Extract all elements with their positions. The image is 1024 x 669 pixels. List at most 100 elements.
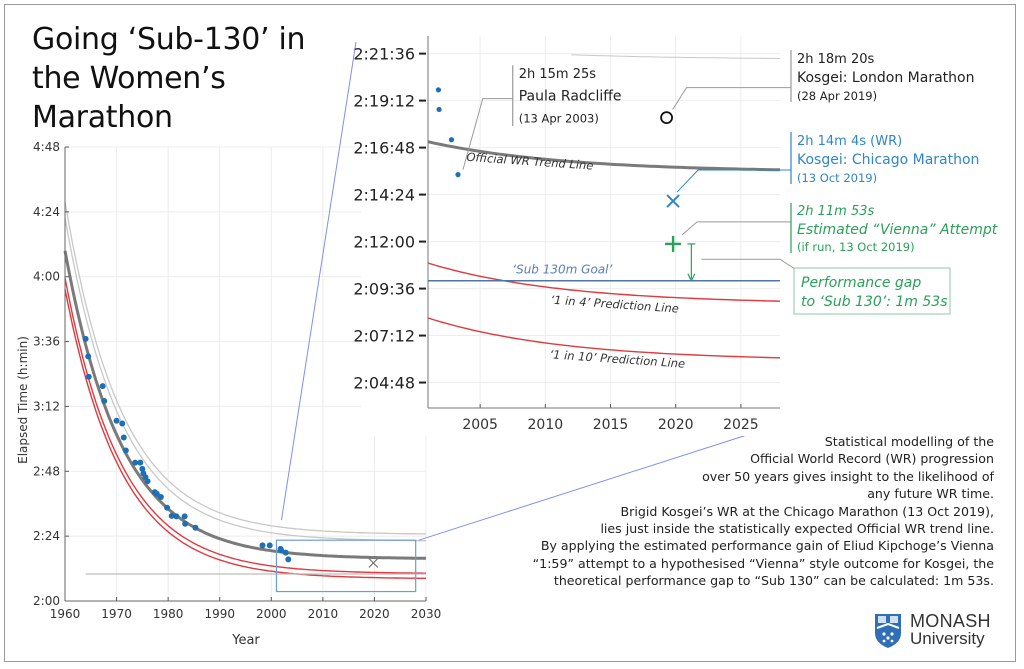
description-text: Statistical modelling of the Official Wo… [434, 433, 994, 590]
inset-x-tick-label: 2025 [723, 417, 759, 433]
main-x-tick-label: 2020 [359, 607, 390, 621]
main-data-point [285, 556, 292, 563]
marker-stroke [368, 557, 379, 568]
inset-axes: 2005 2010 2015 2020 2025 2:04:48 2:07:12 2:09:3… [353, 36, 780, 433]
main-data-point [259, 542, 266, 549]
description-line: lies just inside the statistically expec… [600, 521, 994, 537]
main-y-tick-label: 3:12 [33, 399, 60, 413]
inset-y-tick-label: 2:21:36 [353, 45, 415, 64]
annotation-vienna: 2h 11m 53s Estimated “Vienna” Attempt (if … [665, 203, 998, 254]
annotation-chicago-wr: 2h 14m 4s (WR) Kosgei: Chicago Marathon (1… [666, 132, 979, 208]
inset-curve-confidence [571, 54, 781, 59]
description-line: “1:59” attempt to a hypothesised “Vienna… [532, 555, 994, 571]
leader-line [681, 221, 791, 236]
annotation-date: (if run, 13 Oct 2019) [797, 240, 915, 254]
main-curve-confidence [64, 201, 426, 535]
title-line-1: Going ‘Sub-130’ in [32, 22, 306, 57]
leader-line [701, 258, 796, 270]
main-data-point [157, 493, 164, 500]
main-data-point [85, 373, 92, 380]
main-data-point [132, 459, 139, 466]
title-line-3: Marathon [32, 100, 173, 135]
sub130-goal-label: ‘Sub 130m Goal’ [512, 263, 612, 277]
description-line: By applying the estimated performance ga… [540, 538, 994, 554]
main-y-axis-label: Elapsed Time (h:min) [16, 336, 30, 464]
main-data-point [164, 504, 171, 511]
inset-data-point [435, 87, 442, 93]
zoom-box [275, 539, 417, 593]
main-y-tick-label: 2:00 [33, 594, 60, 608]
gap-box [793, 267, 951, 315]
gap-label-line-2: to ‘Sub 130’: 1m 53s [801, 294, 948, 310]
main-axes: 1960 1970 1980 1990 2000 2010 2020 2030 2:00 2:24… [33, 140, 441, 621]
description-line: any future WR time. [867, 486, 994, 502]
main-x-tick-label: 1980 [153, 607, 184, 621]
main-data-point [144, 478, 151, 485]
gap-arrowhead [687, 273, 696, 283]
main-curve-prediction [64, 289, 426, 579]
main-curve-prediction [64, 277, 426, 574]
main-x-tick-label: 2030 [411, 607, 442, 621]
main-data-point [119, 420, 126, 427]
inset-y-tick-label: 2:07:12 [353, 327, 415, 346]
annotation-time: 2h 14m 4s (WR) [797, 134, 902, 149]
inset-x-tick-label: 2005 [462, 417, 498, 433]
annotation-name: Paula Radcliffe [519, 89, 622, 105]
main-x-tick-label: 2010 [308, 607, 339, 621]
annotation-time: 2h 11m 53s [797, 204, 875, 219]
gap-label-line-1: Performance gap [801, 275, 921, 291]
main-x-axis-label: Year [231, 633, 260, 648]
main-data-point [182, 520, 189, 527]
zoom-links [280, 41, 779, 541]
wr-x-marker [666, 194, 680, 208]
main-data-point [85, 353, 92, 360]
annotation-date: (13 Apr 2003) [519, 111, 599, 125]
main-x-tick-label: 1970 [101, 607, 132, 621]
main-y-tick-label: 4:48 [33, 140, 60, 154]
zoom-link-line [418, 424, 779, 541]
inset-background [361, 28, 779, 436]
inset-y-tick-label: 2:09:36 [353, 280, 415, 299]
logo-line-2: University [910, 629, 985, 648]
annotation-date: (13 Oct 2019) [797, 171, 877, 185]
main-y-tick-label: 2:48 [33, 464, 60, 478]
description-line: over 50 years gives insight to the likel… [702, 468, 994, 484]
main-y-tick-label: 2:24 [33, 529, 60, 543]
main-data-point [266, 542, 273, 549]
main-data-point [101, 398, 108, 405]
main-data-point [181, 513, 188, 520]
main-data-point [173, 513, 180, 520]
main-x-tick-label: 1960 [50, 607, 81, 621]
inset-y-tick-label: 2:12:00 [353, 233, 415, 252]
inset-curve-trend [427, 140, 781, 172]
leader-line [672, 87, 791, 110]
main-data-point [282, 549, 289, 556]
main-wr-marker [368, 557, 379, 568]
description-line: Official World Record (WR) progression [750, 451, 994, 467]
main-data-point [99, 383, 106, 390]
annotation-date: (28 Apr 2019) [797, 89, 877, 103]
annotation-radcliffe: 2h 15m 25s Paula Radcliffe (13 Apr 2003) [462, 65, 622, 170]
inset-data-point [436, 106, 442, 113]
annotation-time: 2h 18m 20s [797, 52, 875, 67]
leader-line [676, 169, 791, 193]
inset-x-tick-label: 2020 [658, 417, 694, 433]
logo-line-1: MONASH [910, 611, 991, 631]
inset-data-point [455, 172, 461, 178]
title-line-2: the Women’s [32, 61, 226, 96]
inset-curve-prediction [427, 262, 781, 302]
main-data-point [153, 490, 160, 497]
inset-x-tick-label: 2015 [593, 417, 629, 433]
inset-y-tick-label: 2:16:48 [353, 139, 415, 158]
main-data-point [139, 465, 146, 472]
main-y-tick-label: 3:36 [33, 335, 60, 349]
page-title: Going ‘Sub-130’ in the Women’s Marathon [32, 20, 306, 137]
london-circle-marker [660, 111, 673, 125]
main-data-point [120, 434, 127, 441]
inset-y-tick-label: 2:14:24 [353, 186, 415, 205]
description-line: theoretical performance gap to “Sub 130”… [553, 573, 994, 589]
inset-y-tick-label: 2:19:12 [353, 92, 415, 111]
annotation-london: 2h 18m 20s Kosgei: London Marathon (28 Apr… [660, 50, 974, 125]
performance-gap-annotation: Performance gap to ‘Sub 130’: 1m 53s [687, 243, 951, 315]
